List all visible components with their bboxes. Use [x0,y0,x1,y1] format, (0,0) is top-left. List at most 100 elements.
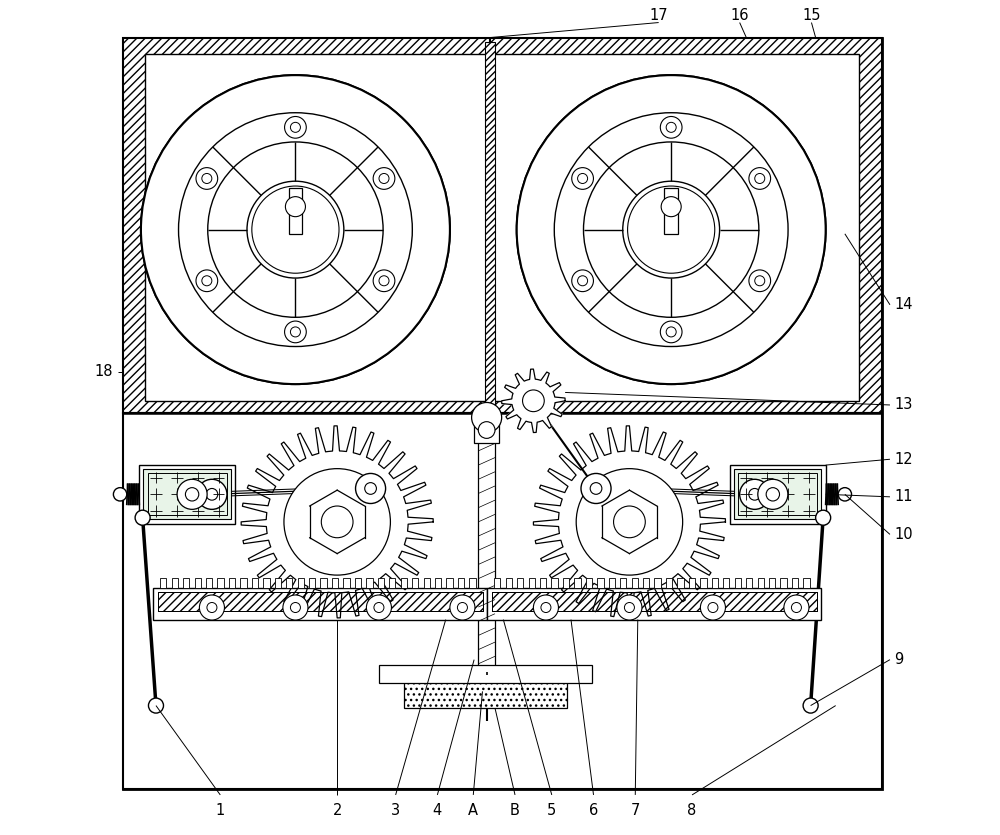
Circle shape [450,595,475,620]
Circle shape [758,479,788,509]
Bar [252,578,258,588]
Bar [217,578,224,588]
Circle shape [578,174,588,184]
Bar [401,578,407,588]
Circle shape [252,186,339,273]
Bar [160,578,166,588]
Bar [123,413,882,789]
Text: 16: 16 [730,8,749,23]
Circle shape [661,197,681,217]
Text: 4: 4 [433,803,442,818]
Bar [446,578,453,588]
Circle shape [660,117,682,139]
Bar [435,578,441,588]
Bar [172,578,178,588]
Bar [597,578,604,588]
Circle shape [373,270,395,291]
Bar [517,578,523,588]
Bar [769,578,775,588]
Circle shape [517,75,826,384]
Bar [700,578,707,588]
Bar [320,578,327,588]
Bar [792,578,798,588]
Circle shape [478,422,495,438]
Bar [689,578,695,588]
Circle shape [628,186,715,273]
Text: 1: 1 [216,803,225,818]
Text: 8: 8 [687,803,697,818]
Circle shape [755,276,765,286]
Bar [355,578,361,588]
Bar [734,469,821,519]
Circle shape [766,488,780,501]
Circle shape [523,390,544,412]
Text: 17: 17 [649,8,668,23]
Bar [492,592,817,611]
Circle shape [321,506,353,538]
Circle shape [379,276,389,286]
Circle shape [366,595,391,620]
Circle shape [196,270,218,291]
Bar [148,473,227,515]
Bar [780,578,787,588]
Circle shape [285,117,306,139]
Circle shape [572,270,593,291]
Bar [643,578,649,588]
Circle shape [135,510,150,525]
Circle shape [285,321,306,342]
Bar [492,592,817,611]
Circle shape [572,168,593,190]
Circle shape [578,276,588,286]
Circle shape [373,168,395,190]
Bar [666,578,672,588]
Bar [145,54,859,401]
Circle shape [791,603,801,613]
Circle shape [740,479,770,509]
Bar [240,578,247,588]
Bar [469,578,476,588]
Circle shape [457,603,467,613]
Circle shape [290,326,300,337]
Bar [123,38,882,413]
Bar [551,578,558,588]
Wedge shape [141,75,450,384]
Circle shape [541,603,551,613]
Bar [343,578,350,588]
Circle shape [141,75,450,384]
Bar [723,578,729,588]
Circle shape [581,473,611,504]
Circle shape [202,174,212,184]
Text: 9: 9 [894,652,903,667]
Bar [139,465,235,524]
Bar [424,578,430,588]
Bar [183,578,189,588]
Bar [609,578,615,588]
Text: 18: 18 [94,364,113,379]
Wedge shape [584,142,759,317]
Text: 3: 3 [391,803,400,818]
Wedge shape [517,75,826,384]
Circle shape [749,270,771,291]
Circle shape [284,468,390,575]
Bar [506,578,512,588]
Polygon shape [502,369,565,433]
Circle shape [365,483,376,494]
Bar [412,578,418,588]
Circle shape [374,603,384,613]
Circle shape [202,276,212,286]
Circle shape [666,123,676,133]
Bar [529,578,535,588]
Bar [298,578,304,588]
Text: B: B [510,803,520,818]
Bar [620,578,626,588]
Circle shape [816,510,831,525]
Wedge shape [208,142,383,317]
Bar [485,42,495,413]
Bar [758,578,764,588]
Bar [153,588,487,620]
Bar [389,578,395,588]
Circle shape [206,488,218,500]
Bar [738,473,817,515]
Circle shape [196,168,218,190]
Bar [158,592,483,611]
